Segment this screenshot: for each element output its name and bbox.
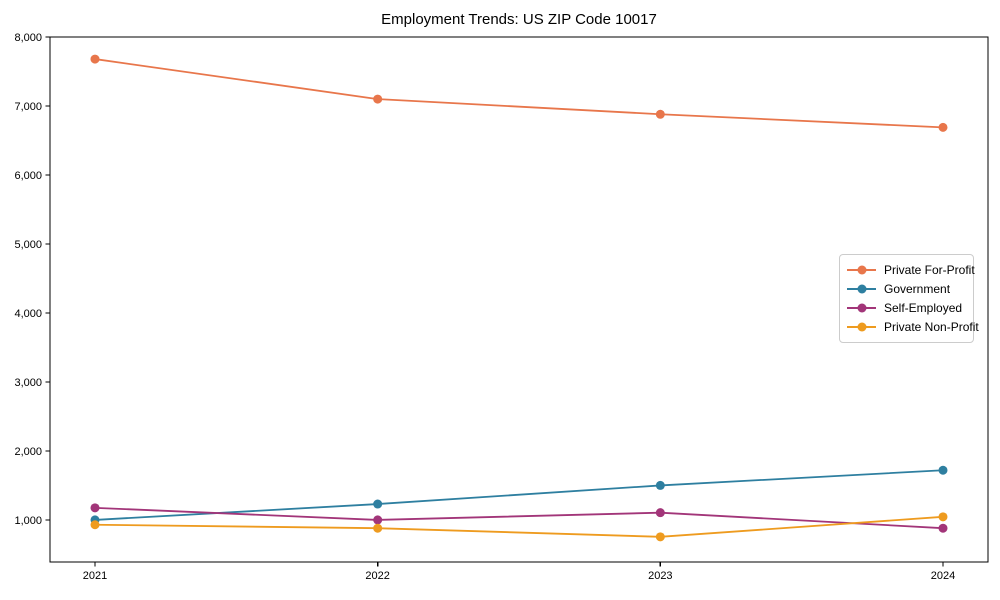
data-point-marker xyxy=(655,508,665,518)
chart-title: Employment Trends: US ZIP Code 10017 xyxy=(381,11,657,28)
legend-entry: Private Non-Profit xyxy=(847,318,979,337)
data-point-marker xyxy=(655,109,665,119)
data-point-marker xyxy=(938,122,948,132)
legend: Private For-Profit Government Self-Employe… xyxy=(839,254,979,343)
x-tick-label: 2022 xyxy=(365,570,389,582)
data-point-marker xyxy=(373,94,383,104)
series-line-private-non-profit xyxy=(94,515,944,538)
legend-dot-icon xyxy=(857,303,866,313)
y-tick-label: 4,000 xyxy=(14,308,42,320)
series-line-government xyxy=(94,469,944,521)
legend-line-marker-icon xyxy=(847,303,876,313)
series-line-private-for-profit xyxy=(94,58,944,129)
legend-dot-icon xyxy=(857,284,866,294)
legend-line-marker-icon xyxy=(847,322,876,332)
legend-entry: Government xyxy=(847,279,967,298)
y-tick-label: 8,000 xyxy=(14,32,42,44)
data-point-marker xyxy=(373,523,383,533)
legend-line-marker-icon xyxy=(847,284,876,294)
legend-entry: Private For-Profit xyxy=(847,260,975,279)
y-tick-label: 5,000 xyxy=(14,239,42,251)
y-tick-label: 1,000 xyxy=(14,515,42,527)
data-point-marker xyxy=(90,503,100,513)
legend-label: Self-Employed xyxy=(884,301,963,316)
y-tick-label: 3,000 xyxy=(14,377,42,389)
x-tick-label: 2024 xyxy=(931,570,955,582)
data-point-marker xyxy=(655,480,665,490)
y-tick-label: 7,000 xyxy=(14,101,42,113)
x-tick-label: 2023 xyxy=(648,570,672,582)
series-line-self-employed xyxy=(94,506,944,530)
legend-dot-icon xyxy=(857,265,866,275)
data-point-marker xyxy=(90,520,100,530)
legend-line-marker-icon xyxy=(847,265,876,275)
data-point-marker xyxy=(938,523,948,533)
data-point-marker xyxy=(90,54,100,64)
legend-label: Government xyxy=(884,281,951,296)
data-point-marker xyxy=(655,532,665,542)
y-tick-label: 2,000 xyxy=(14,446,42,458)
legend-label: Private For-Profit xyxy=(884,262,975,277)
data-point-marker xyxy=(938,465,948,475)
legend-dot-icon xyxy=(857,322,866,332)
data-point-marker xyxy=(938,512,948,522)
plot-frame xyxy=(49,36,989,563)
data-point-marker xyxy=(373,499,383,509)
legend-entry: Self-Employed xyxy=(847,299,967,318)
y-tick-label: 6,000 xyxy=(14,170,42,182)
data-point-marker xyxy=(373,515,383,525)
x-tick-label: 2021 xyxy=(83,570,107,582)
legend-label: Private Non-Profit xyxy=(884,320,979,335)
